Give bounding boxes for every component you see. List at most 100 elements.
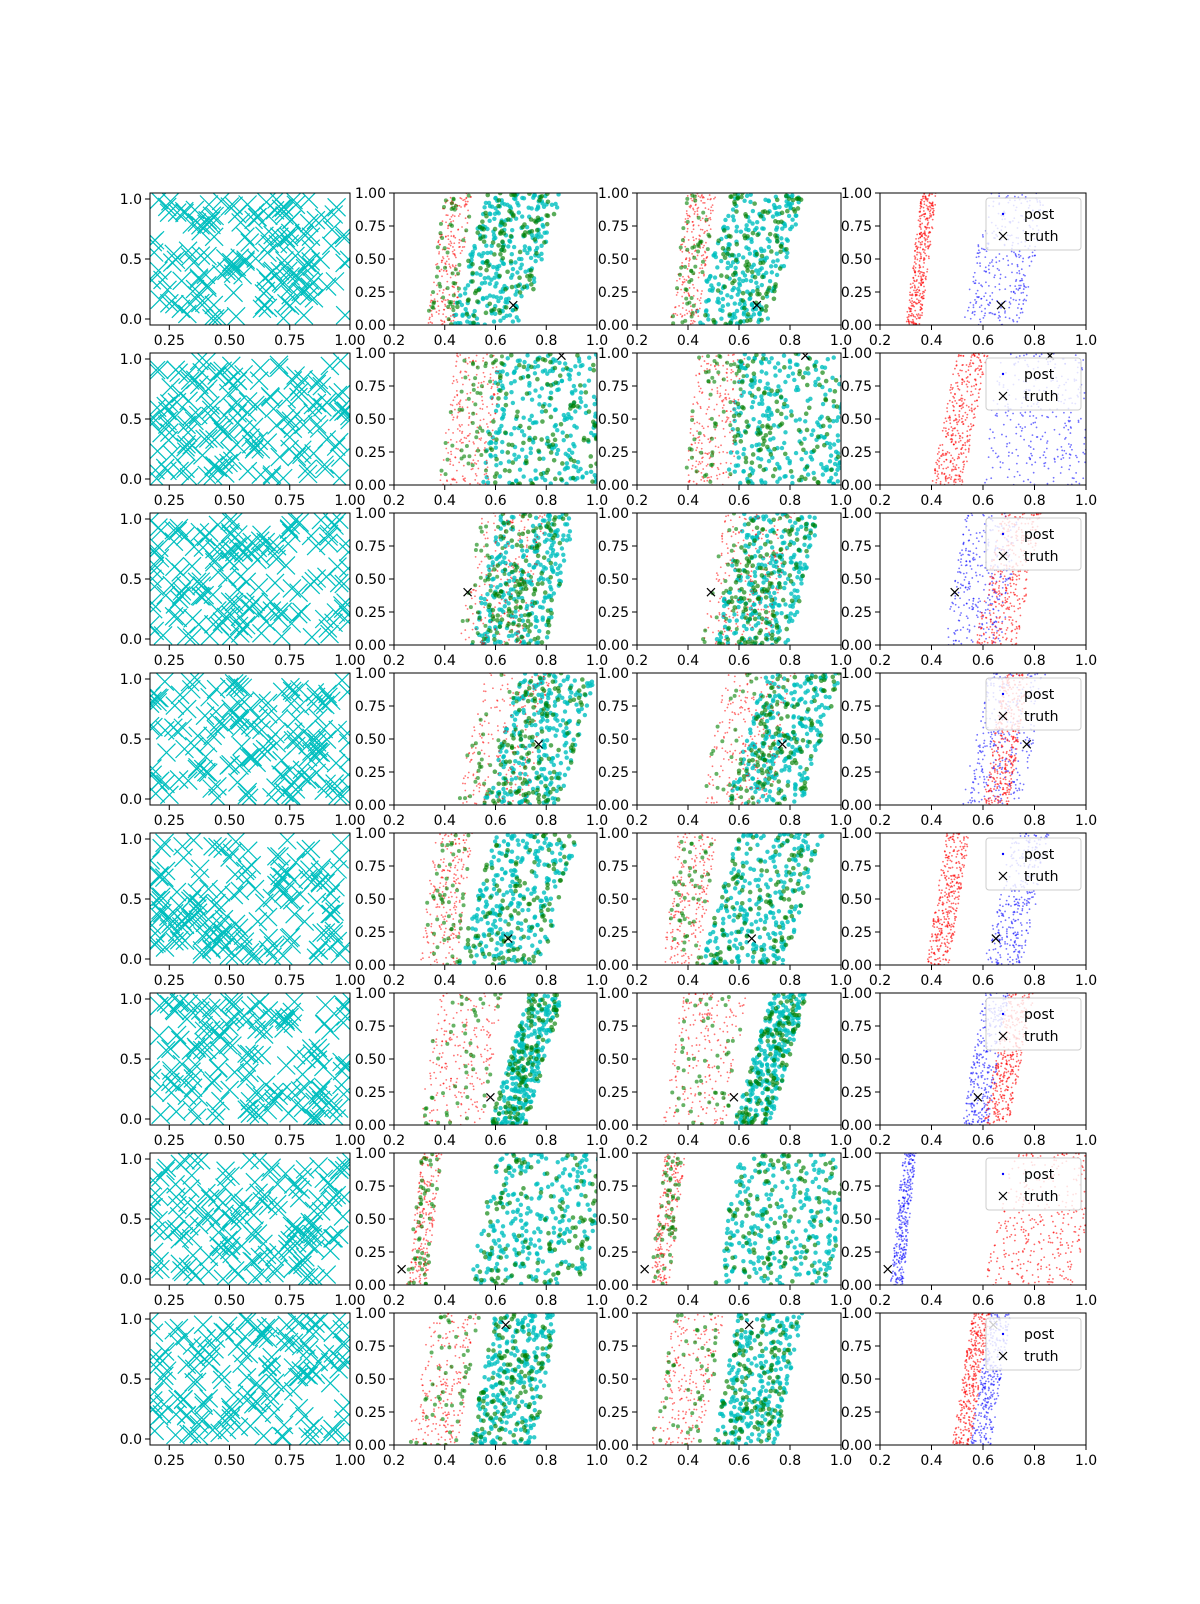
sample-cyan-point	[836, 479, 840, 483]
post-red-point	[932, 219, 934, 221]
sample-red-point	[722, 365, 724, 367]
post-red-point	[953, 481, 955, 483]
post-red-point	[923, 216, 925, 218]
sample-green-point	[794, 351, 799, 356]
post-blue-point	[1009, 317, 1011, 319]
y-tick-label: 0.25	[841, 445, 872, 461]
post-red-point	[953, 466, 955, 468]
sample-green-point	[531, 482, 536, 487]
post-blue-point	[964, 316, 966, 318]
post-red-point	[959, 410, 961, 412]
post-red-point	[962, 415, 964, 417]
post-red-point	[931, 193, 933, 195]
sample-green-point	[453, 208, 457, 212]
sample-red-point	[705, 207, 707, 209]
sample-red-point	[682, 302, 684, 304]
post-blue-point	[1020, 255, 1022, 257]
post-red-point	[971, 426, 973, 428]
post-red-point	[915, 290, 917, 292]
sample-green-point	[845, 374, 850, 379]
sample-red-point	[467, 210, 469, 212]
post-red-point	[954, 428, 956, 430]
sample-green-point	[439, 222, 443, 226]
sample-cyan-point	[841, 435, 845, 439]
sample-green-point	[755, 252, 760, 257]
prior-marker	[321, 357, 339, 375]
post-blue-point	[992, 467, 994, 469]
post-blue-point	[1031, 464, 1033, 466]
y-tick-label: 0.00	[355, 318, 386, 334]
post-red-point	[950, 454, 952, 456]
prior-marker	[327, 604, 345, 622]
sample-green-point	[771, 474, 776, 479]
sample-green-point	[575, 404, 580, 409]
sample-cyan-point	[715, 265, 719, 269]
legend-truth-label: truth	[1024, 229, 1058, 245]
sample-red-point	[456, 361, 458, 363]
sample-cyan-point	[572, 424, 576, 428]
sample-green-point	[687, 280, 691, 284]
sample-red-point	[497, 371, 499, 373]
sample-cyan-point	[511, 319, 515, 323]
sample-red-point	[429, 317, 431, 319]
sample-red-point	[698, 277, 700, 279]
post-red-point	[954, 414, 956, 416]
sample-green-point	[484, 260, 489, 265]
post-red-point	[958, 355, 960, 357]
sample-red-point	[733, 401, 735, 403]
sample-red-point	[724, 393, 726, 395]
post-blue-point	[1000, 274, 1002, 276]
post-blue-point	[1041, 415, 1043, 417]
sample-cyan-point	[567, 415, 571, 419]
sample-red-point	[726, 452, 728, 454]
post-red-point	[925, 279, 927, 281]
sample-green-point	[765, 445, 770, 450]
sample-red-point	[460, 370, 462, 372]
plot-area	[685, 351, 854, 486]
sample-green-point	[755, 292, 760, 297]
sample-red-point	[456, 296, 458, 298]
sample-green-point	[717, 354, 721, 358]
sample-red-point	[693, 287, 695, 289]
post-red-point	[967, 380, 969, 382]
post-blue-point	[1020, 412, 1022, 414]
sample-cyan-point	[577, 372, 581, 376]
sample-green-point	[588, 454, 593, 459]
sample-cyan-point	[485, 592, 489, 596]
post-blue-point	[983, 295, 985, 297]
sample-red-point	[691, 309, 693, 311]
sample-red-point	[706, 453, 708, 455]
post-red-point	[923, 295, 925, 297]
sample-cyan-point	[725, 293, 729, 297]
post-red-point	[912, 277, 914, 279]
sample-red-point	[720, 385, 722, 387]
sample-green-point	[758, 447, 763, 452]
post-red-point	[974, 407, 976, 409]
sample-cyan-point	[777, 465, 781, 469]
sample-green-point	[772, 296, 777, 301]
sample-green-point	[446, 251, 450, 255]
sample-cyan-point	[840, 374, 844, 378]
post-red-point	[969, 445, 971, 447]
sample-green-point	[558, 373, 563, 378]
sample-red-point	[519, 538, 521, 540]
sample-red-point	[477, 468, 479, 470]
sample-cyan-point	[512, 576, 516, 580]
sample-cyan-point	[560, 546, 564, 550]
sample-cyan-point	[747, 356, 751, 360]
sample-cyan-point	[836, 433, 840, 437]
post-blue-point	[986, 299, 988, 301]
sample-cyan-point	[541, 577, 545, 581]
prior-marker	[322, 237, 340, 255]
sample-red-point	[497, 570, 499, 572]
sample-cyan-point	[849, 370, 853, 374]
sample-green-point	[807, 405, 812, 410]
sample-green-point	[760, 254, 765, 259]
sample-green-point	[480, 384, 484, 388]
x-tick-label: 0.25	[154, 333, 185, 349]
sample-cyan-point	[470, 254, 474, 258]
sample-red-point	[463, 246, 465, 248]
sample-cyan-point	[832, 442, 836, 446]
sample-cyan-point	[527, 563, 531, 567]
sample-cyan-point	[491, 265, 495, 269]
